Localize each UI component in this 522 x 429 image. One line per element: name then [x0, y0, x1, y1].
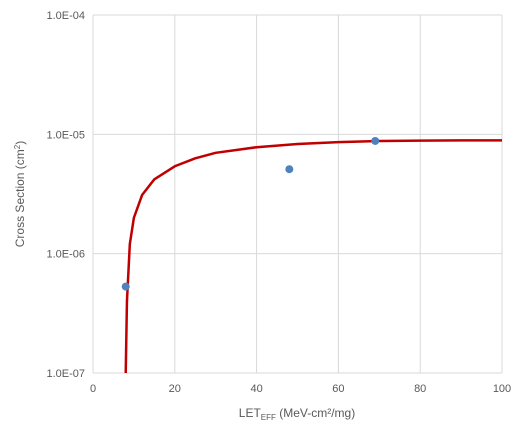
- x-tick-label: 0: [90, 383, 96, 395]
- data-point: [121, 282, 130, 291]
- y-axis-ticks: 1.0E-07 1.0E-06 1.0E-05 1.0E-04: [46, 10, 85, 380]
- data-point: [371, 136, 380, 145]
- x-tick-label: 100: [493, 383, 511, 395]
- grid: [92, 14, 503, 374]
- y-axis-title: Cross Section (cm2): [13, 141, 27, 247]
- data-points-series: [121, 136, 380, 291]
- x-axis-ticks: 0 20 40 60 80 100: [90, 383, 511, 395]
- x-tick-label: 40: [250, 383, 262, 395]
- y-tick-label: 1.0E-07: [46, 368, 85, 380]
- x-axis-title: LETEFF (MeV-cm²/mg): [239, 406, 355, 422]
- fit-curve-series: [124, 139, 502, 374]
- data-point: [285, 165, 294, 174]
- x-tick-label: 20: [169, 383, 181, 395]
- y-tick-label: 1.0E-06: [46, 249, 85, 261]
- x-tick-label: 80: [414, 383, 426, 395]
- fit-curve: [124, 139, 502, 374]
- y-tick-label: 1.0E-04: [46, 10, 85, 22]
- y-tick-label: 1.0E-05: [46, 129, 85, 141]
- x-tick-label: 60: [332, 383, 344, 395]
